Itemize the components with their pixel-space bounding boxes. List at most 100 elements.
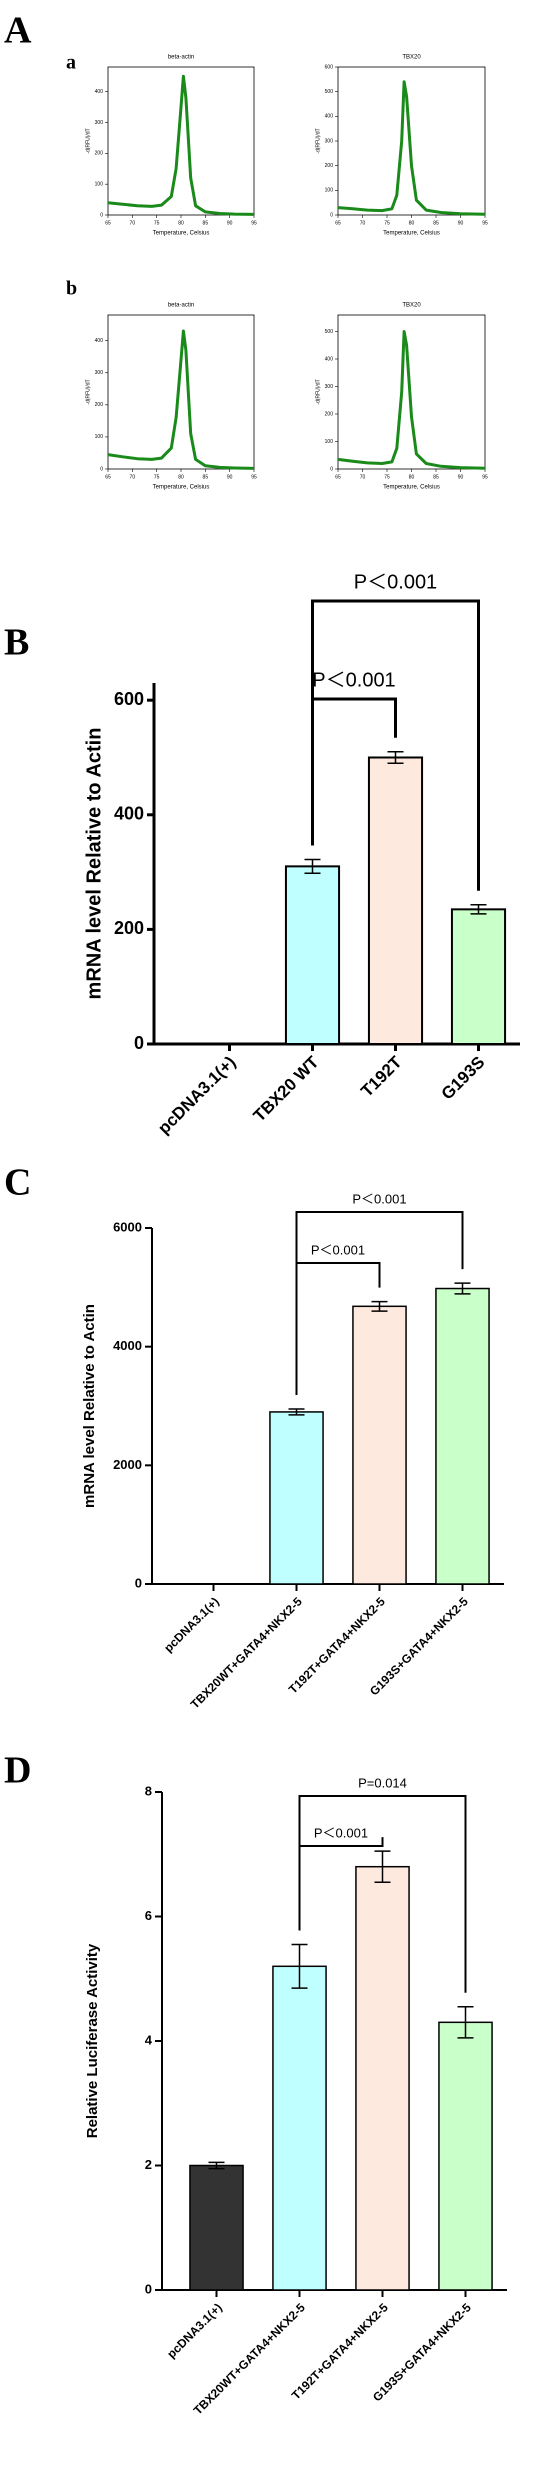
- x-tick-label: 90: [227, 220, 233, 226]
- melt-curve: [107, 74, 255, 216]
- y-tick-label: 6000: [113, 1219, 142, 1234]
- panel-label: b: [66, 278, 77, 300]
- bar: [435, 1287, 490, 1585]
- y-tick-label: 8: [145, 1783, 152, 1798]
- p-value: P＜0.001: [312, 669, 395, 691]
- x-tick-label: T192T: [357, 1052, 406, 1101]
- x-tick-label: 70: [360, 474, 366, 480]
- bar: [189, 2164, 244, 2291]
- y-axis-label: mRNA level Relative to Actin: [83, 728, 105, 1000]
- y-tick-label: 500: [325, 329, 334, 335]
- x-tick-label: G193S: [438, 1053, 489, 1104]
- x-tick-label: G193S+GATA4+NKX2-5: [370, 2300, 474, 2404]
- p-value: P＜0.001: [354, 571, 437, 593]
- bar: [352, 1305, 407, 1585]
- x-tick-label: 80: [409, 220, 415, 226]
- y-tick-label: 500: [325, 89, 334, 95]
- significance-bracket: [298, 1837, 384, 1931]
- y-tick-label: 0: [100, 466, 103, 472]
- y-tick-label: 0: [330, 212, 333, 218]
- y-tick-label: 400: [114, 804, 144, 824]
- x-tick-label: pcDNA3.1(+): [164, 2300, 225, 2361]
- x-tick-label: 90: [458, 220, 464, 226]
- panel-label: C: [4, 1162, 31, 1204]
- y-tick-label: 4000: [113, 1338, 142, 1353]
- x-tick-label: 80: [409, 474, 415, 480]
- x-tick-label: 95: [482, 220, 488, 226]
- y-tick-label: 0: [330, 466, 333, 472]
- x-tick-label: 65: [105, 474, 111, 480]
- y-tick-label: 300: [95, 370, 104, 376]
- y-tick-label: 200: [114, 918, 144, 938]
- y-tick-label: 0: [100, 212, 103, 218]
- x-tick-label: G193S+GATA4+NKX2-5: [367, 1594, 471, 1698]
- y-axis-label: Relative Luciferase Activity: [84, 1943, 101, 2138]
- x-tick-label: 80: [178, 220, 184, 226]
- y-tick-label: 400: [95, 338, 104, 344]
- x-tick-label: 85: [203, 220, 209, 226]
- x-tick-label: 90: [458, 474, 464, 480]
- x-tick-label: 85: [433, 474, 439, 480]
- x-tick-label: 85: [433, 220, 439, 226]
- x-tick-label: 95: [482, 474, 488, 480]
- melt-curve: [337, 80, 486, 216]
- error-bar: [208, 2161, 225, 2170]
- y-tick-label: 2000: [113, 1457, 142, 1472]
- chart-title: TBX20: [402, 303, 421, 309]
- x-tick-label: 80: [178, 474, 184, 480]
- panel-label: A: [4, 10, 32, 52]
- error-bar: [288, 1408, 305, 1416]
- y-tick-label: 200: [95, 151, 104, 157]
- x-tick-label: 90: [227, 474, 233, 480]
- x-tick-label: 70: [130, 474, 136, 480]
- y-axis-label: mRNA level Relative to Actin: [81, 1304, 98, 1508]
- x-tick-label: 65: [105, 220, 111, 226]
- y-axis-label: -d(RFU)/dT: [85, 128, 91, 153]
- x-tick-label: 95: [251, 220, 257, 226]
- error-bar: [457, 2006, 474, 2039]
- p-value: P=0.014: [358, 1775, 407, 1790]
- chart-title: TBX20: [402, 55, 421, 61]
- x-tick-label: TBX20 WT: [250, 1052, 323, 1125]
- y-tick-label: 100: [95, 434, 104, 440]
- y-tick-label: 200: [95, 402, 104, 408]
- y-tick-label: 100: [325, 439, 334, 445]
- bar: [284, 865, 341, 1045]
- panel-label: a: [66, 52, 76, 74]
- significance-bracket: [311, 599, 480, 891]
- error-bar: [470, 904, 487, 915]
- error-bar: [291, 1943, 308, 1989]
- x-tick-label: pcDNA3.1(+): [161, 1594, 222, 1655]
- chart-title: beta-actin: [168, 55, 194, 61]
- y-tick-label: 400: [325, 356, 334, 362]
- x-tick-label: 65: [335, 474, 341, 480]
- x-tick-label: 75: [154, 474, 160, 480]
- bar: [367, 756, 424, 1045]
- x-axis-label: Temperature, Celsius: [383, 231, 440, 237]
- panel-label: B: [4, 622, 29, 664]
- x-tick-label: 85: [203, 474, 209, 480]
- chart-title: beta-actin: [168, 303, 194, 309]
- x-tick-label: pcDNA3.1(+): [154, 1053, 239, 1138]
- y-tick-label: 200: [325, 163, 334, 169]
- x-tick-label: 65: [335, 220, 341, 226]
- bar: [355, 1865, 410, 2291]
- error-bar: [304, 858, 321, 874]
- y-tick-label: 600: [114, 689, 144, 709]
- y-tick-label: 0: [135, 1575, 142, 1590]
- x-tick-label: T192T+GATA4+NKX2-5: [289, 2300, 391, 2402]
- p-value: P＜0.001: [311, 1242, 365, 1257]
- plot-frame: [337, 66, 486, 216]
- x-axis-label: Temperature, Celsius: [153, 485, 210, 491]
- y-tick-label: 2: [145, 2157, 152, 2172]
- error-bar: [454, 1282, 471, 1295]
- bar: [450, 908, 507, 1045]
- y-tick-label: 100: [95, 181, 104, 187]
- p-value: P＜0.001: [314, 1825, 368, 1840]
- p-value: P＜0.001: [352, 1191, 406, 1206]
- melt-curve: [337, 330, 486, 470]
- significance-bracket: [298, 1795, 467, 1993]
- x-axis-label: Temperature, Celsius: [383, 485, 440, 491]
- bar: [269, 1411, 324, 1585]
